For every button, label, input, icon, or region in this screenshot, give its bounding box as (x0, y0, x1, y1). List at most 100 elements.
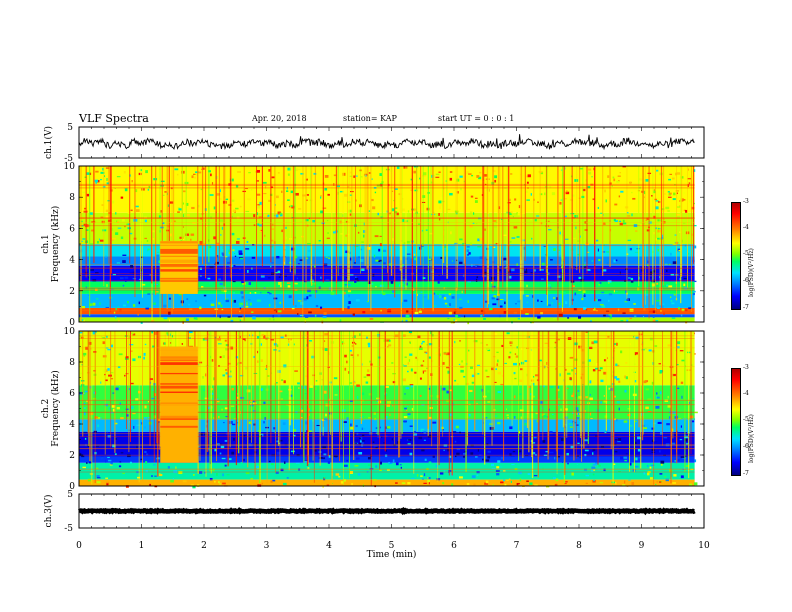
spectrogram-speckle (386, 469, 390, 471)
spectrogram-speckle (691, 206, 695, 210)
spectrogram-speckle (233, 264, 236, 267)
spectrogram-speckle (232, 281, 236, 283)
spectrogram-speckle (365, 468, 368, 471)
spectrogram-speckle (398, 408, 400, 410)
spectrogram-speckle (413, 166, 418, 168)
spectrogram-speckle (557, 275, 561, 278)
spectrogram-speckle (325, 413, 327, 417)
spectrogram-speckle (584, 293, 586, 297)
spectrogram-speckle (690, 468, 694, 471)
spectrogram-speckle (485, 480, 489, 484)
spectrogram-speckle (598, 284, 600, 286)
spectrogram-speckle (221, 309, 224, 311)
spectrogram-speckle (657, 219, 661, 222)
spectrogram-speckle (387, 346, 389, 348)
spectrogram-speckle (258, 224, 262, 227)
spectrogram-speckle (574, 292, 577, 296)
spectrogram-speckle (547, 284, 551, 287)
spectrogram-speckle (651, 427, 655, 430)
spectrogram-speckle (178, 471, 183, 475)
spectrogram-speckle (469, 389, 473, 393)
spectrogram-speckle (226, 261, 231, 265)
spectrogram-speckle (239, 304, 242, 307)
spectrogram-speckle (618, 407, 620, 411)
spectrogram-speckle (379, 173, 383, 176)
y-tick-label: -5 (64, 524, 73, 534)
spectrogram-speckle (286, 394, 288, 396)
spectrogram-speckle (592, 480, 596, 483)
spectrogram-speckle (276, 451, 281, 455)
spectrogram-speckle (631, 191, 633, 194)
spectrogram-speckle (472, 222, 475, 224)
spectrogram-speckle (571, 383, 573, 386)
spectrogram-speckle (379, 284, 384, 287)
spectrogram-speckle (516, 482, 520, 486)
spectrogram-speckle (480, 314, 483, 317)
colorbar-ch1-label: log(PSD)(V²/Hz) (748, 248, 755, 297)
spectrogram-speckle (475, 264, 479, 267)
spectrogram-speckle (145, 170, 148, 174)
spectrogram-speckle (457, 316, 461, 319)
spectrogram-speckle (613, 343, 618, 345)
spectrogram-speckle (273, 297, 278, 300)
spectrogram-speckle (147, 293, 151, 295)
spectrogram-speckle (405, 282, 408, 286)
spectrogram-speckle (524, 415, 527, 418)
spectrogram-speckle (263, 286, 267, 289)
spectrogram-speckle (470, 195, 474, 198)
spectrogram-speckle (603, 371, 607, 375)
spectrogram-speckle (655, 405, 660, 409)
spectrogram-speckle (140, 256, 144, 258)
spectrogram-speckle (372, 273, 375, 277)
spectrogram-speckle (218, 481, 220, 484)
spectrogram-speckle (619, 271, 621, 275)
spectrogram-speckle (510, 456, 515, 459)
spectrogram-speckle (473, 340, 478, 343)
spectrogram-speckle (453, 318, 455, 322)
spectrogram-speckle (358, 452, 363, 455)
spectrogram-burst-line (160, 241, 198, 244)
spectrogram-speckle (656, 282, 659, 285)
spectrogram-speckle (454, 340, 456, 344)
spectrogram-speckle (386, 305, 388, 309)
x-tick-label: 1 (139, 541, 145, 551)
spectrogram-speckle (691, 233, 693, 236)
spectrogram-speckle (624, 301, 628, 303)
spectrogram-speckle (328, 257, 330, 259)
spectrogram-speckle (193, 474, 195, 476)
spectrogram-speckle (96, 477, 101, 479)
spectrogram-speckle (227, 375, 232, 378)
spectrogram-speckle (303, 297, 307, 301)
spectrogram-speckle (467, 349, 470, 352)
spectrogram-speckle (251, 256, 256, 259)
spectrogram-speckle (304, 460, 308, 463)
spectrogram-speckle (270, 372, 273, 375)
spectrogram-speckle (456, 384, 459, 386)
spectrogram-speckle (655, 200, 659, 202)
spectrogram-speckle (693, 245, 697, 249)
spectrogram-speckle (344, 291, 346, 295)
spectrogram-speckle (281, 190, 283, 193)
spectrogram-speckle (506, 414, 509, 417)
colorbar-ch1-tick: -6 (743, 277, 749, 284)
spectrogram-speckle (469, 224, 473, 228)
spectrogram-speckle (410, 178, 413, 181)
spectrogram-speckle (443, 470, 446, 473)
spectrogram-speckle (619, 230, 623, 233)
spectrogram-speckle (225, 198, 229, 201)
spectrogram-speckle (122, 304, 127, 307)
spectrogram-speckle (300, 235, 305, 238)
spectrogram-speckle (659, 371, 662, 374)
colorbar-ch2-tick: -5 (743, 416, 749, 423)
spectrogram-speckle (147, 401, 150, 403)
spectrogram-speckle (283, 380, 286, 384)
spectrogram-speckle (100, 216, 104, 218)
spectrogram-speckle (439, 295, 442, 299)
spectrogram-speckle (543, 432, 546, 436)
spectrogram-speckle (278, 281, 282, 285)
spectrogram-speckle (304, 442, 308, 444)
spectrogram-speckle (228, 458, 232, 461)
spectrogram-burst-line (160, 356, 198, 359)
spectrogram-speckle (83, 319, 86, 323)
spectrogram-speckle (539, 171, 544, 175)
